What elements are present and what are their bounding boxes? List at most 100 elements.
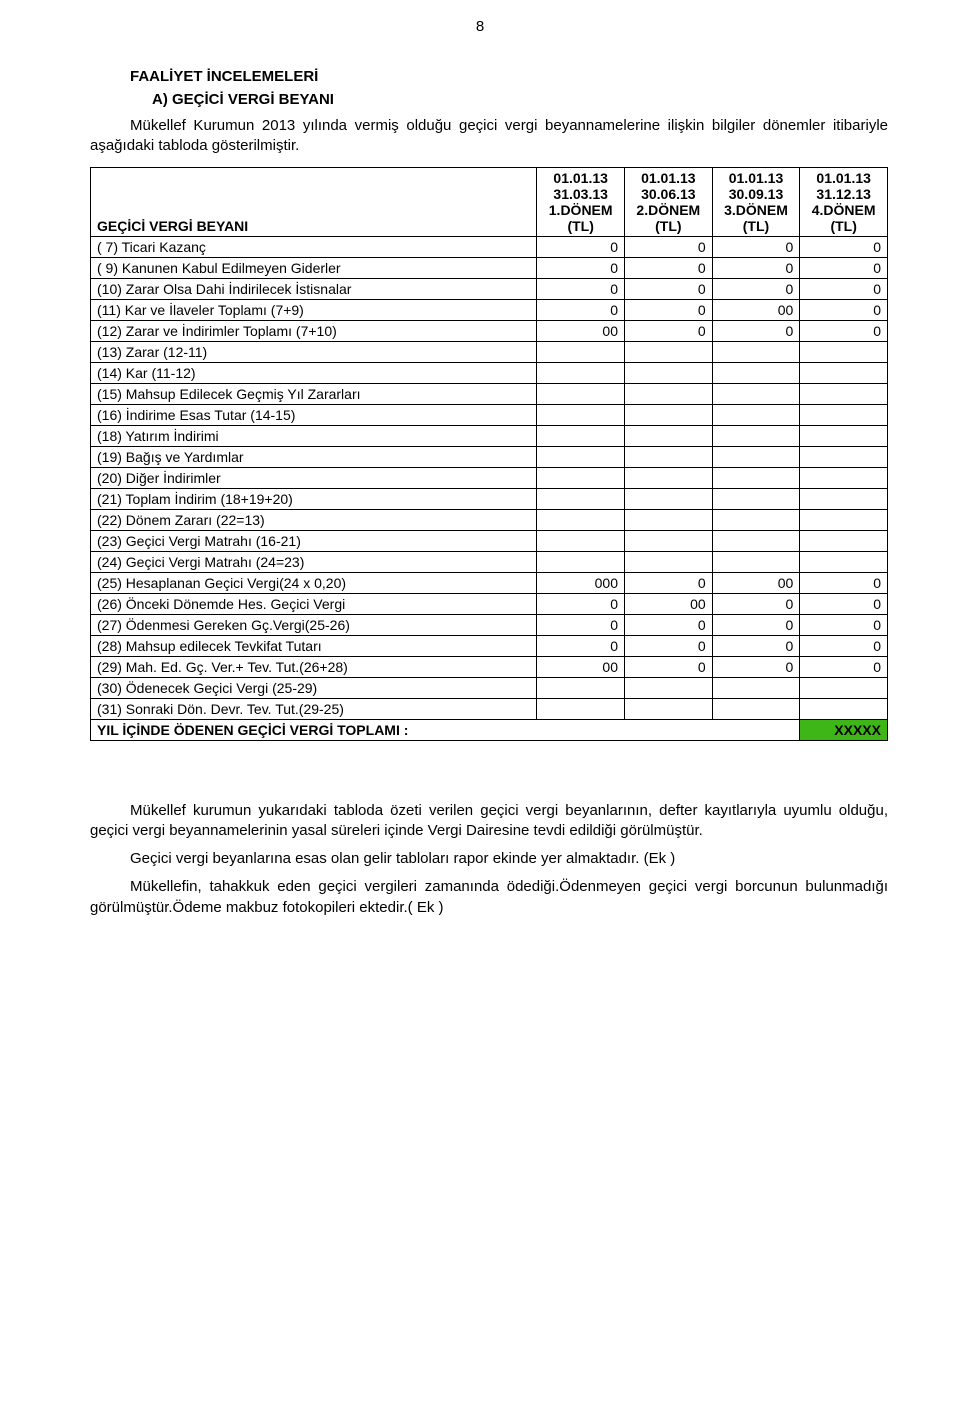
cell-value [625,404,713,425]
cell-value: 0 [625,614,713,635]
col-header-1: 01.01.13 31.03.13 1.DÖNEM (TL) [537,167,625,236]
row-label: (19) Bağış ve Yardımlar [91,446,537,467]
cell-value [625,446,713,467]
cell-value [537,383,625,404]
cell-value: 0 [800,320,888,341]
cell-value: 0 [800,656,888,677]
cell-value: 00 [625,593,713,614]
col1-line4: (TL) [567,218,593,234]
cell-value [625,467,713,488]
table-row: (13) Zarar (12-11) [91,341,888,362]
cell-value [537,467,625,488]
cell-value [537,509,625,530]
heading-sub: A) GEÇİCİ VERGİ BEYANI [90,91,888,108]
cell-value: 0 [712,635,800,656]
cell-value [625,677,713,698]
table-row: (22) Dönem Zararı (22=13) [91,509,888,530]
cell-value [625,341,713,362]
cell-value [800,362,888,383]
row-label: (29) Mah. Ed. Gç. Ver.+ Tev. Tut.(26+28) [91,656,537,677]
row-label: ( 7) Ticari Kazanç [91,236,537,257]
row-label: (11) Kar ve İlaveler Toplamı (7+9) [91,299,537,320]
col2-line3: 2.DÖNEM [636,202,700,218]
cell-value [800,425,888,446]
cell-value [625,551,713,572]
row-label: (22) Dönem Zararı (22=13) [91,509,537,530]
cell-value: 0 [537,257,625,278]
cell-value [625,488,713,509]
cell-value [625,362,713,383]
table-row: (14) Kar (11-12) [91,362,888,383]
cell-value [537,446,625,467]
cell-value [712,488,800,509]
row-label: (23) Geçici Vergi Matrahı (16-21) [91,530,537,551]
footer-label: YIL İÇİNDE ÖDENEN GEÇİCİ VERGİ TOPLAMI : [91,719,800,740]
col4-line1: 01.01.13 [816,170,871,186]
table-row: (20) Diğer İndirimler [91,467,888,488]
row-label: (14) Kar (11-12) [91,362,537,383]
intro-paragraph: Mükellef Kurumun 2013 yılında vermiş old… [90,116,888,157]
cell-value [712,509,800,530]
col-header-2: 01.01.13 30.06.13 2.DÖNEM (TL) [625,167,713,236]
heading-main: FAALİYET İNCELEMELERİ [90,68,888,85]
table-row: (21) Toplam İndirim (18+19+20) [91,488,888,509]
table-row: (27) Ödenmesi Gereken Gç.Vergi(25-26)000… [91,614,888,635]
col4-line3: 4.DÖNEM [812,202,876,218]
cell-value [537,404,625,425]
cell-value: 0 [625,656,713,677]
row-label: (30) Ödenecek Geçici Vergi (25-29) [91,677,537,698]
cell-value: 0 [800,278,888,299]
cell-value [537,698,625,719]
cell-value [800,341,888,362]
table-row: (25) Hesaplanan Geçici Vergi(24 x 0,20) 0… [91,572,888,593]
cell-value [625,698,713,719]
cell-value: 0 [800,572,888,593]
table-row: (16) İndirime Esas Tutar (14-15) [91,404,888,425]
cell-value [800,404,888,425]
col2-line4: (TL) [655,218,681,234]
footer-paragraph-3: Mükellefin, tahakkuk eden geçici vergile… [90,877,888,918]
cell-value [625,530,713,551]
cell-value [625,383,713,404]
table-row: (23) Geçici Vergi Matrahı (16-21) [91,530,888,551]
cell-value: 0 [625,299,713,320]
cell-value [800,488,888,509]
col4-line4: (TL) [830,218,856,234]
col3-line1: 01.01.13 [729,170,784,186]
cell-value [800,698,888,719]
table-row: (15) Mahsup Edilecek Geçmiş Yıl Zararlar… [91,383,888,404]
cell-value [800,383,888,404]
row-label: (13) Zarar (12-11) [91,341,537,362]
row-label: (24) Geçici Vergi Matrahı (24=23) [91,551,537,572]
cell-value: 0 [800,236,888,257]
col-header-4: 01.01.13 31.12.13 4.DÖNEM (TL) [800,167,888,236]
col2-line1: 01.01.13 [641,170,696,186]
cell-value: 00 [537,320,625,341]
row-label: (25) Hesaplanan Geçici Vergi(24 x 0,20) [91,572,537,593]
row-label: (27) Ödenmesi Gereken Gç.Vergi(25-26) [91,614,537,635]
cell-value [712,404,800,425]
cell-value [712,383,800,404]
cell-value [712,467,800,488]
cell-value: 0 [712,656,800,677]
cell-value [800,467,888,488]
cell-value [625,509,713,530]
row-label: (12) Zarar ve İndirimler Toplamı (7+10) [91,320,537,341]
cell-value: 0 [537,236,625,257]
table-row: (26) Önceki Dönemde Hes. Geçici Vergi000… [91,593,888,614]
col4-line2: 31.12.13 [816,186,871,202]
cell-value [712,698,800,719]
row-label: (16) İndirime Esas Tutar (14-15) [91,404,537,425]
cell-value [712,425,800,446]
row-label-header: GEÇİCİ VERGİ BEYANI [91,167,537,236]
table-row: (28) Mahsup edilecek Tevkifat Tutarı0000 [91,635,888,656]
table-row: ( 9) Kanunen Kabul Edilmeyen Giderler000… [91,257,888,278]
row-label: (21) Toplam İndirim (18+19+20) [91,488,537,509]
col3-line2: 30.09.13 [729,186,784,202]
table-row: ( 7) Ticari Kazanç0000 [91,236,888,257]
row-label: (20) Diğer İndirimler [91,467,537,488]
cell-value: 0 [712,320,800,341]
col1-line2: 31.03.13 [553,186,608,202]
row-label: (10) Zarar Olsa Dahi İndirilecek İstisna… [91,278,537,299]
cell-value [712,677,800,698]
